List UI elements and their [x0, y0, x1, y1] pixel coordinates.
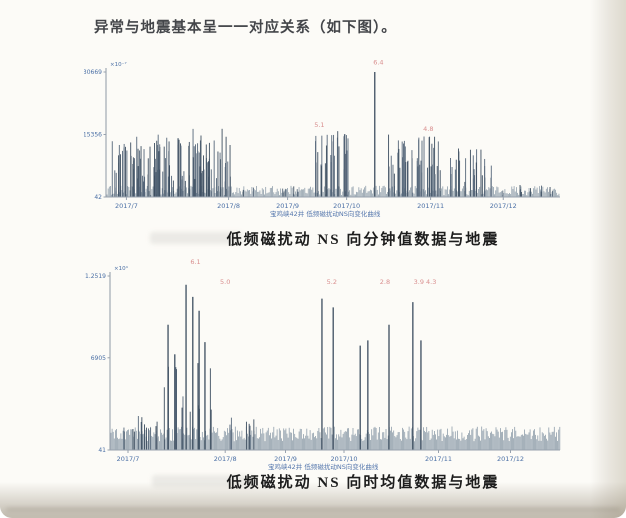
earthquake-magnitude-label: 2.8 — [380, 278, 390, 286]
chart-caption-minute: 低频磁扰动 NS 向分钟值数据与地震 — [226, 232, 500, 248]
x-tick-label: 2017/8 — [217, 202, 240, 210]
y-tick-label: 6905 — [91, 355, 106, 362]
chart-source-label: 宝鸡峡42井 低频磁扰动NS向变化曲线 — [270, 209, 381, 218]
earthquake-magnitude-label: 5.0 — [220, 278, 230, 286]
x-tick-label: 2017/12 — [497, 455, 524, 463]
earthquake-magnitude-label: 6.4 — [373, 59, 383, 67]
x-tick-label: 2017/12 — [490, 202, 517, 210]
faded-text-smudge — [152, 475, 256, 487]
x-tick-label: 2017/10 — [330, 455, 357, 463]
earthquake-magnitude-label: 6.1 — [190, 258, 200, 266]
scan-edge-shadow — [6, 508, 620, 511]
earthquake-magnitude-label: 5.2 — [327, 278, 337, 286]
y-tick-label: 42 — [94, 194, 102, 201]
earthquake-magnitude-label: 4.8 — [423, 125, 433, 133]
y-tick-label: 15356 — [84, 132, 102, 139]
x-tick-label: 2017/8 — [214, 455, 237, 463]
chart-caption-hourly: 低频磁扰动 NS 向时均值数据与地震 — [226, 475, 500, 491]
x-tick-label: 2017/11 — [425, 455, 452, 463]
earthquake-magnitude-label: 3.9 4.3 — [414, 278, 437, 286]
x-tick-label: 2017/7 — [117, 455, 140, 463]
faded-text-smudge — [150, 232, 242, 244]
y-axis-exponent: ×10⁻⁷ — [110, 61, 127, 68]
page-title: 异常与地震基本呈一一对应关系（如下图）。 — [94, 20, 397, 36]
y-tick-label: 30669 — [84, 69, 102, 76]
x-tick-label: 2017/11 — [417, 202, 444, 210]
x-tick-label: 2017/9 — [274, 455, 297, 463]
x-tick-label: 2017/10 — [333, 202, 360, 210]
earthquake-magnitude-label: 5.1 — [314, 121, 324, 129]
minute-value-chart: 30669 15356 42 ×10⁻⁷ 2017/7 2017/8 2017/9 2017/… — [84, 59, 560, 218]
chart-source-label: 宝鸡峡42井 低频磁扰动NS向变化曲线 — [268, 462, 379, 471]
x-tick-label: 2017/9 — [276, 202, 299, 210]
y-tick-label: 41 — [98, 447, 106, 454]
hourly-value-chart: 1.2519 6905 41 ×10⁴ 2017/7 2017/8 2017/9 2017/1… — [85, 258, 561, 471]
x-tick-label: 2017/7 — [115, 202, 138, 210]
y-axis-exponent: ×10⁴ — [114, 265, 129, 272]
y-tick-label: 1.2519 — [85, 273, 106, 280]
